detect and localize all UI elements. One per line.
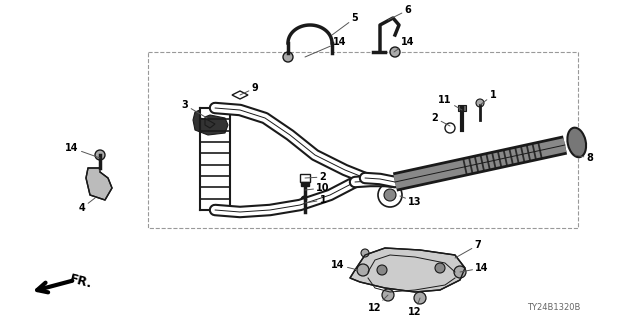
- Text: FR.: FR.: [68, 273, 93, 291]
- Circle shape: [283, 52, 293, 62]
- Circle shape: [377, 265, 387, 275]
- Text: 14: 14: [305, 37, 347, 57]
- Text: 7: 7: [455, 240, 481, 258]
- Polygon shape: [193, 110, 228, 135]
- Polygon shape: [86, 168, 112, 200]
- Circle shape: [390, 47, 400, 57]
- Text: 9: 9: [240, 83, 259, 95]
- Circle shape: [301, 196, 309, 204]
- Circle shape: [445, 123, 455, 133]
- Text: 14: 14: [460, 263, 489, 273]
- Text: 14: 14: [332, 260, 358, 270]
- Text: 14: 14: [65, 143, 100, 158]
- Ellipse shape: [568, 128, 586, 157]
- Bar: [409, 170, 421, 175]
- Text: 11: 11: [438, 95, 462, 110]
- Circle shape: [476, 99, 484, 107]
- Text: 10: 10: [305, 183, 330, 193]
- Text: 2: 2: [305, 172, 326, 182]
- Polygon shape: [350, 248, 465, 292]
- Bar: [148, 52, 578, 228]
- Text: 1: 1: [305, 195, 326, 205]
- Text: TY24B1320B: TY24B1320B: [527, 303, 580, 312]
- Text: 13: 13: [400, 196, 422, 207]
- Text: 1: 1: [480, 90, 497, 105]
- Text: 4: 4: [79, 198, 95, 213]
- Text: 2: 2: [431, 113, 450, 126]
- Circle shape: [361, 249, 369, 257]
- Text: 3: 3: [182, 100, 207, 118]
- Circle shape: [95, 150, 105, 160]
- Text: 12: 12: [368, 295, 388, 313]
- Circle shape: [382, 289, 394, 301]
- Text: 14: 14: [394, 37, 415, 52]
- Circle shape: [435, 263, 445, 273]
- Text: 6: 6: [388, 5, 412, 20]
- Polygon shape: [232, 91, 248, 99]
- Circle shape: [384, 189, 396, 201]
- Circle shape: [357, 264, 369, 276]
- Bar: [301, 182, 309, 186]
- Bar: [300, 174, 310, 182]
- Circle shape: [378, 183, 402, 207]
- Text: 12: 12: [408, 298, 422, 317]
- Text: 5: 5: [332, 13, 358, 35]
- Circle shape: [414, 292, 426, 304]
- Text: 8: 8: [575, 153, 593, 163]
- Bar: [458, 105, 466, 111]
- Circle shape: [454, 266, 466, 278]
